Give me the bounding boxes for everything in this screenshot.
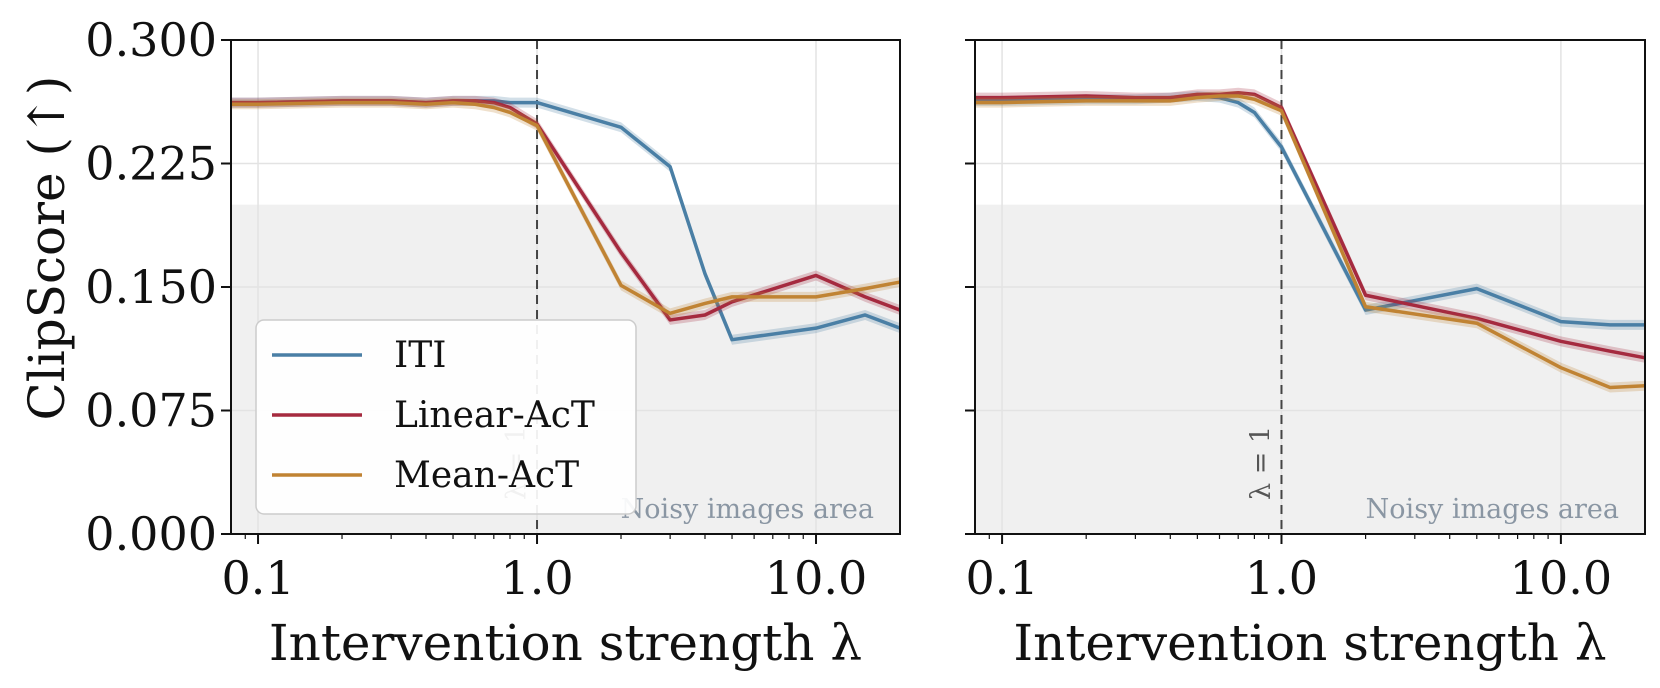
series-linear-act xyxy=(975,87,1646,363)
x-tick-label: 0.1 xyxy=(965,551,1038,605)
legend-entry: Mean-AcT xyxy=(272,455,579,496)
confidence-band xyxy=(231,97,900,319)
y-axis-label: ClipScore (↑) xyxy=(18,76,76,421)
series-mean-act xyxy=(975,90,1646,393)
legend-label: Mean-AcT xyxy=(394,455,579,496)
x-tick-label: 10.0 xyxy=(765,551,867,605)
noisy-area-label: Noisy images area xyxy=(1366,494,1619,525)
y-tick-label: 0.000 xyxy=(85,507,217,561)
x-tick-label: 1.0 xyxy=(500,551,573,605)
series-line xyxy=(975,90,1646,360)
x-tick-label: 10.0 xyxy=(1510,551,1612,605)
noisy-region xyxy=(975,204,1645,534)
y-tick-label: 0.225 xyxy=(85,137,217,191)
lambda-label: λ = 1 xyxy=(1245,426,1276,500)
series-mean-act xyxy=(231,97,901,319)
y-tick-label: 0.150 xyxy=(85,260,217,314)
y-tick-label: 0.075 xyxy=(85,384,217,438)
legend-label: Linear-AcT xyxy=(394,395,595,436)
series-line xyxy=(231,100,901,316)
x-tick-label: 1.0 xyxy=(1245,551,1318,605)
x-axis-label: Intervention strength λ xyxy=(1013,614,1606,672)
panel-2: Noisy images area λ = 1 0.1 1.0 10.0 Interven… xyxy=(965,39,1646,672)
series-line xyxy=(975,94,1646,390)
legend: ITI Linear-AcT Mean-AcT xyxy=(255,319,637,515)
confidence-band xyxy=(231,95,900,345)
noisy-area-label: Noisy images area xyxy=(621,494,874,525)
legend-entry: ITI xyxy=(272,335,446,376)
x-axis-label: Intervention strength λ xyxy=(269,614,862,672)
y-tick-label: 0.300 xyxy=(85,13,217,67)
x-tick-label: 0.1 xyxy=(221,551,294,605)
legend-entry: Linear-AcT xyxy=(272,395,595,436)
legend-label: ITI xyxy=(394,335,446,376)
legend-box xyxy=(255,319,637,515)
